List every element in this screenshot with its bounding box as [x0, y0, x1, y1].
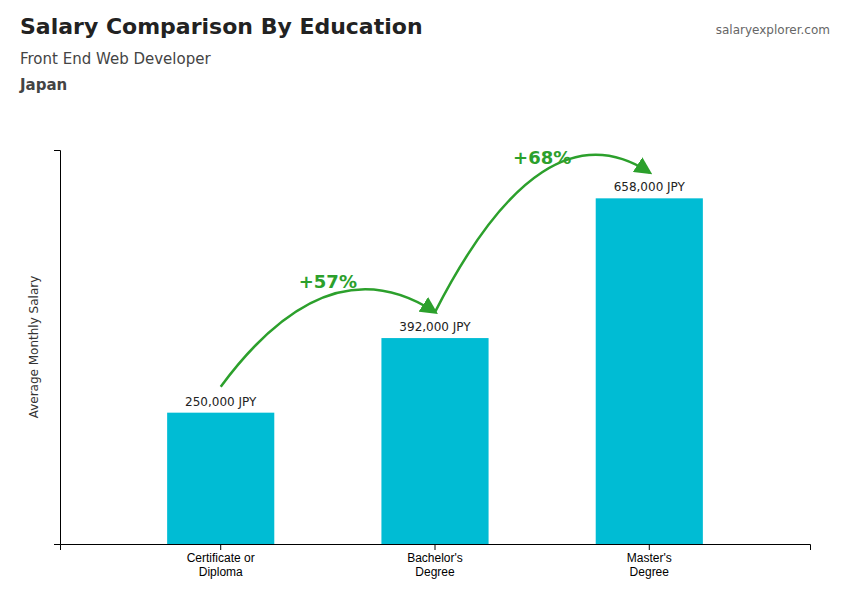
y-axis-line — [54, 151, 61, 545]
bar — [381, 338, 488, 544]
change-arrow — [435, 155, 649, 312]
x-tick-label: Master'sDegree — [627, 551, 672, 579]
x-tick-label: Bachelor'sDegree — [407, 551, 463, 579]
bar — [167, 413, 274, 544]
annotation: +68% — [513, 147, 571, 168]
x-tick: Certificate orDiploma — [187, 544, 255, 579]
x-tick-label: Certificate orDiploma — [187, 551, 255, 579]
subtitle: Front End Web Developer — [20, 50, 211, 68]
data-labels: 250,000 JPY 392,000 JPY 658,000 JPY — [185, 180, 686, 408]
x-tick-mark — [649, 544, 650, 550]
y-axis-title: Average Monthly Salary — [27, 276, 41, 419]
y-axis — [54, 151, 61, 545]
title: Salary Comparison By Education — [20, 14, 423, 39]
annotation: +57% — [299, 271, 357, 292]
plot: Certificate orDiploma Bachelor'sDegree Mas… — [54, 147, 811, 579]
x-axis-line — [61, 545, 811, 551]
source: salaryexplorer.com — [716, 23, 830, 37]
bar — [596, 198, 703, 544]
annotations: +57% +68% — [221, 147, 650, 386]
change-arrow — [221, 289, 435, 386]
data-label: 392,000 JPY — [399, 320, 471, 334]
chart: Salary Comparison By Education Front End … — [0, 0, 850, 606]
x-tick: Master'sDegree — [627, 544, 672, 579]
x-tick-mark — [435, 544, 436, 550]
data-label: 250,000 JPY — [185, 395, 257, 409]
x-axis: Certificate orDiploma Bachelor'sDegree Mas… — [61, 544, 811, 579]
x-tick: Bachelor'sDegree — [407, 544, 463, 579]
x-tick-mark — [220, 544, 221, 550]
data-label: 658,000 JPY — [614, 180, 686, 194]
bars — [167, 198, 703, 544]
country: Japan — [19, 76, 67, 94]
